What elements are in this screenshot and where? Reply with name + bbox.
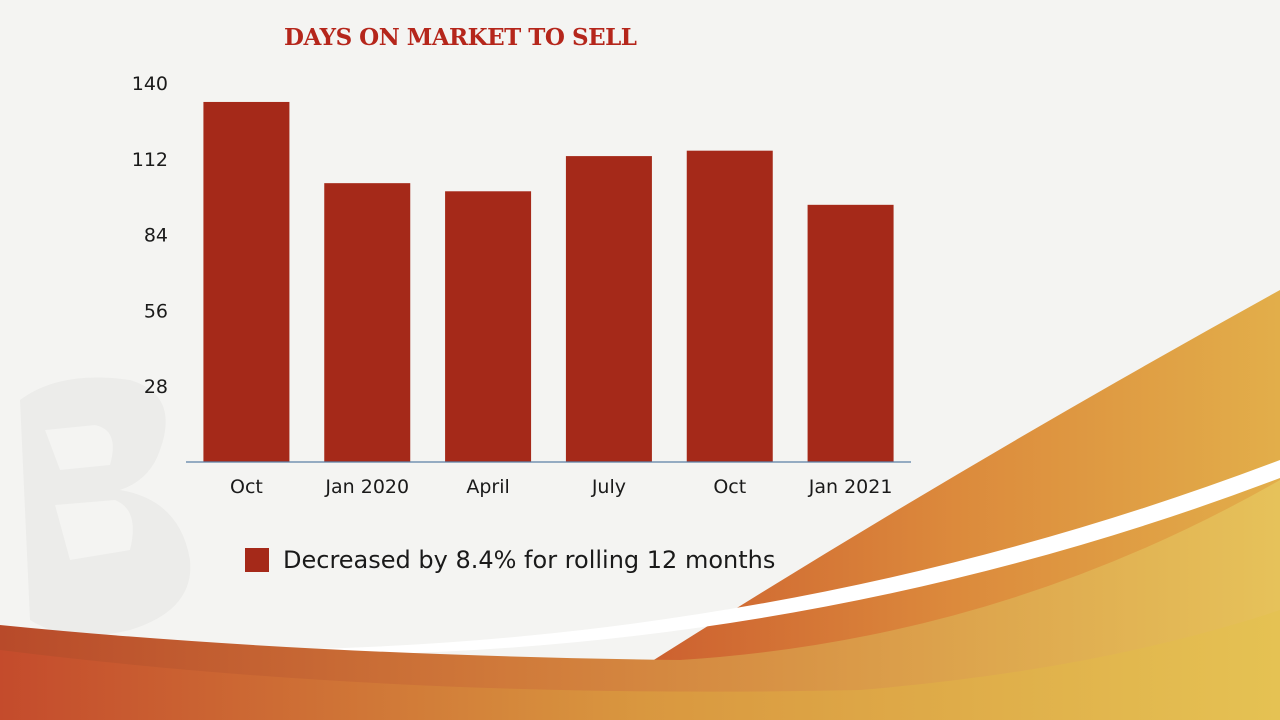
bar [807, 204, 894, 463]
y-tick-label: 56 [144, 300, 168, 322]
y-tick-label: 84 [144, 225, 168, 247]
bar [445, 191, 532, 463]
legend-label: Decreased by 8.4% for rolling 12 months [283, 546, 776, 574]
chart-title: DAYS ON MARKET TO SELL [284, 24, 637, 51]
y-tick-label: 28 [144, 376, 168, 398]
bar [324, 183, 411, 462]
bars [203, 101, 894, 463]
y-tick-label: 140 [132, 73, 168, 95]
watermark-logo [20, 377, 191, 636]
x-axis-ticks: Oct Jan 2020 April July Oct Jan 2021 [230, 476, 892, 498]
x-tick-label: Jan 2020 [324, 476, 409, 498]
y-tick-label: 112 [132, 149, 168, 171]
bar [686, 150, 773, 462]
legend: Decreased by 8.4% for rolling 12 months [245, 546, 775, 574]
x-tick-label: Jan 2021 [808, 476, 893, 498]
x-tick-label: July [591, 476, 626, 498]
x-tick-label: Oct [713, 476, 746, 498]
legend-swatch [245, 548, 269, 572]
x-tick-label: Oct [230, 476, 263, 498]
bar [565, 156, 652, 463]
bar [203, 101, 290, 462]
x-tick-label: April [466, 476, 509, 498]
y-axis-ticks: 28 56 84 112 140 [132, 73, 168, 398]
